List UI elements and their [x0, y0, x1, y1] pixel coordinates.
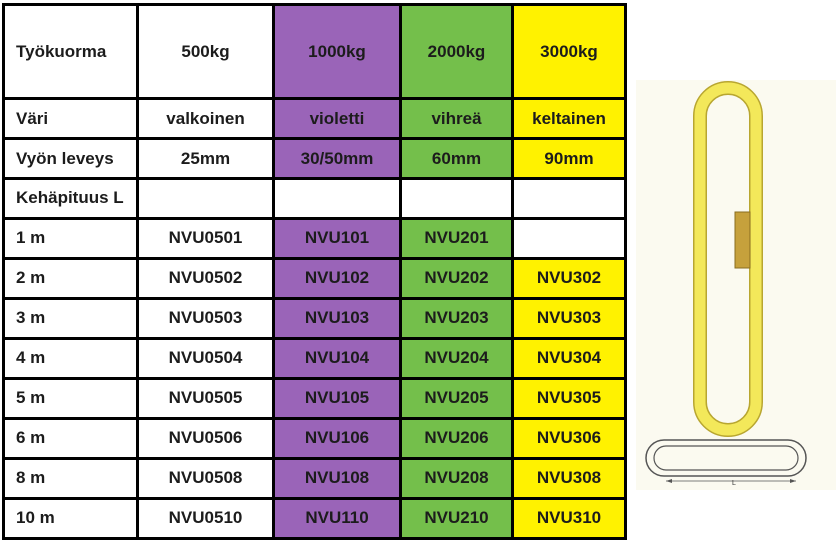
table-cell: NVU101	[272, 216, 402, 260]
table-row: 2 m NVU0502 NVU102 NVU202 NVU302	[2, 256, 627, 300]
table-cell: 60mm	[399, 137, 514, 180]
table-cell: NVU0510	[136, 496, 275, 541]
table-cell: NVU110	[272, 496, 402, 541]
table-cell: NVU103	[272, 296, 402, 340]
table-cell: NVU106	[272, 416, 402, 460]
table-cell: NVU0501	[136, 216, 275, 260]
table-cell: NVU304	[511, 336, 627, 380]
table-cell: NVU206	[399, 416, 514, 460]
table-cell	[399, 177, 514, 220]
table-cell	[136, 177, 275, 220]
length-header-row: Kehäpituus L	[2, 177, 627, 220]
table-cell: 25mm	[136, 137, 275, 180]
table-cell: NVU0502	[136, 256, 275, 300]
header-row: Väri valkoinen violetti vihreä keltainen	[2, 97, 627, 141]
table-cell: NVU310	[511, 496, 627, 541]
row-label-cell: Työkuorma	[2, 2, 139, 101]
table-cell	[511, 177, 627, 220]
table-cell: 90mm	[511, 137, 627, 180]
table-cell: NVU303	[511, 296, 627, 340]
table-cell: NVU201	[399, 216, 514, 260]
table-cell: NVU203	[399, 296, 514, 340]
row-label-cell: 10 m	[2, 496, 139, 541]
table-row: 10 m NVU0510 NVU110 NVU210 NVU310	[2, 496, 627, 541]
table-row: 5 m NVU0505 NVU105 NVU205 NVU305	[2, 376, 627, 420]
row-label-cell: 1 m	[2, 216, 139, 260]
table-cell: NVU208	[399, 456, 514, 500]
table-cell: NVU202	[399, 256, 514, 300]
table-cell: NVU306	[511, 416, 627, 460]
dimension-label: L	[732, 480, 736, 487]
table-cell	[272, 177, 402, 220]
table-cell: 1000kg	[272, 2, 402, 101]
table-cell: NVU102	[272, 256, 402, 300]
table-cell: vihreä	[399, 97, 514, 141]
table-cell: NVU0505	[136, 376, 275, 420]
table-cell: NVU210	[399, 496, 514, 541]
table-row: 1 m NVU0501 NVU101 NVU201	[2, 216, 627, 260]
table-cell: 3000kg	[511, 2, 627, 101]
table-cell: NVU0503	[136, 296, 275, 340]
row-label-cell: Väri	[2, 97, 139, 141]
table-cell: NVU105	[272, 376, 402, 420]
row-label-cell: Vyön leveys	[2, 137, 139, 180]
row-label-cell: 5 m	[2, 376, 139, 420]
row-label-cell: 8 m	[2, 456, 139, 500]
table-cell: NVU0504	[136, 336, 275, 380]
table-cell: NVU104	[272, 336, 402, 380]
header-row: Työkuorma 500kg 1000kg 2000kg 3000kg	[2, 2, 627, 101]
table-cell: NVU302	[511, 256, 627, 300]
table-row: 6 m NVU0506 NVU106 NVU206 NVU306	[2, 416, 627, 460]
header-row: Vyön leveys 25mm 30/50mm 60mm 90mm	[2, 137, 627, 180]
sling-illustration: L	[636, 80, 836, 490]
table-row: 8 m NVU0508 NVU108 NVU208 NVU308	[2, 456, 627, 500]
table-cell: NVU305	[511, 376, 627, 420]
product-table-body: Työkuorma 500kg 1000kg 2000kg 3000kg Väri valk…	[2, 2, 627, 541]
table-cell	[511, 216, 627, 260]
table-cell: 2000kg	[399, 2, 514, 101]
table-cell: NVU108	[272, 456, 402, 500]
table-cell: NVU205	[399, 376, 514, 420]
sling-loop-horizontal	[645, 439, 807, 477]
table-cell: 30/50mm	[272, 137, 402, 180]
row-label-cell: 3 m	[2, 296, 139, 340]
length-header-cell: Kehäpituus L	[2, 177, 139, 220]
table-row: 4 m NVU0504 NVU104 NVU204 NVU304	[2, 336, 627, 380]
table-cell: valkoinen	[136, 97, 275, 141]
row-label-cell: 4 m	[2, 336, 139, 380]
table-cell: 500kg	[136, 2, 275, 101]
sling-label-patch	[734, 211, 751, 269]
table-cell: NVU0508	[136, 456, 275, 500]
table-cell: NVU0506	[136, 416, 275, 460]
product-table: Työkuorma 500kg 1000kg 2000kg 3000kg Väri valk…	[2, 2, 627, 541]
table-cell: NVU204	[399, 336, 514, 380]
table-row: 3 m NVU0503 NVU103 NVU203 NVU303	[2, 296, 627, 340]
row-label-cell: 6 m	[2, 416, 139, 460]
row-label-cell: 2 m	[2, 256, 139, 300]
table-cell: violetti	[272, 97, 402, 141]
table-cell: NVU308	[511, 456, 627, 500]
table-cell: keltainen	[511, 97, 627, 141]
